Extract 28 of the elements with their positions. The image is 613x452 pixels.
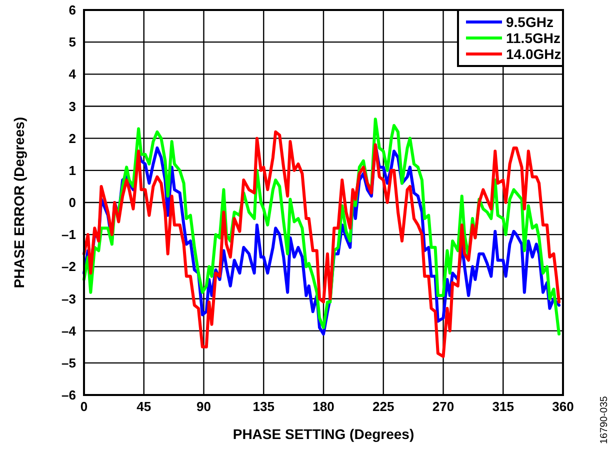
x-tick-label: 315: [492, 399, 514, 414]
x-tick-label: 225: [372, 399, 394, 414]
text: 16790-035: [599, 396, 610, 444]
x-tick-label: 360: [552, 399, 574, 414]
y-tick-label: –4: [62, 323, 77, 338]
x-tick-label: 180: [312, 399, 334, 414]
y-tick-label: –3: [62, 291, 76, 306]
y-tick-label: –6: [62, 388, 76, 402]
y-tick-label: 4: [68, 66, 77, 82]
y-tick-label: 2: [68, 130, 76, 146]
legend-label: 14.0GHz: [506, 46, 562, 62]
y-tick-label: 6: [68, 2, 76, 18]
legend-label: 11.5GHz: [506, 30, 560, 46]
y-tick-label: –5: [62, 355, 76, 370]
x-axis-title: PHASE SETTING (Degrees): [232, 426, 414, 442]
y-tick-label: 5: [68, 34, 76, 50]
x-tick-label: 135: [252, 399, 274, 414]
x-tick-label: 45: [136, 399, 152, 414]
x-tick-label: 0: [80, 399, 88, 414]
legend-label: 9.5GHz: [506, 14, 554, 30]
x-tick-label: 90: [196, 399, 211, 414]
y-tick-label: 0: [68, 195, 76, 210]
y-tick-label: –2: [62, 259, 76, 274]
x-tick-label: 270: [432, 399, 454, 414]
y-axis-title: PHASE ERROR (Degrees): [11, 116, 27, 288]
y-tick-label: 1: [68, 162, 76, 178]
y-tick-label: –1: [62, 227, 76, 242]
y-tick-label: 3: [68, 98, 76, 114]
